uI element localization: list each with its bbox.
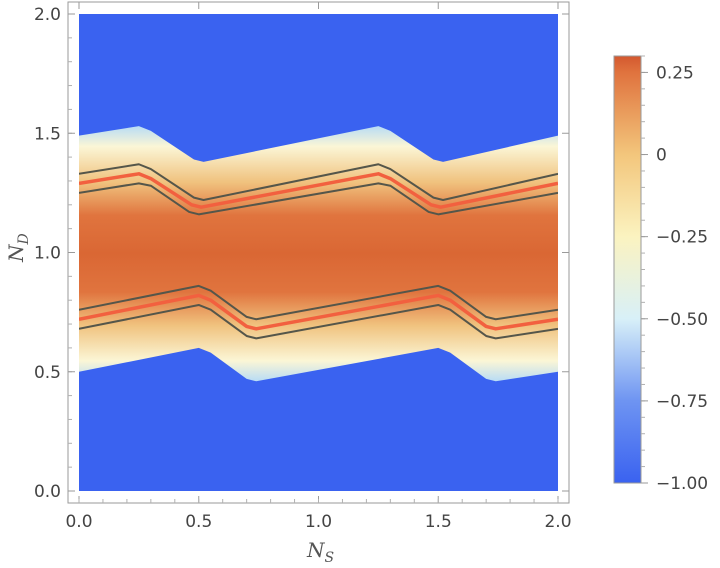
y-axis-label: ND [4,233,32,263]
heatmap-band [79,126,558,382]
y-tick-label-4: 2.0 [34,5,61,25]
colorbar-ramp [613,55,642,484]
contour-lower-center [79,293,558,331]
colorbar-tick-label-5: −1.00 [656,474,708,494]
y-tick-label-3: 1.5 [34,124,61,144]
y-tick-label-2: 1.0 [34,244,61,264]
colorbar-tick-label-4: −0.75 [656,392,708,412]
contour-upper-center [79,172,558,209]
contour-upper-outer-top [79,163,558,202]
x-axis-label-main: N [306,538,326,562]
axis-ticks: 0.0 0.5 1.0 1.5 2.0 0.0 0.5 1.0 1.5 2.0 [34,2,572,532]
colorbar-tick-label-1: 0 [656,146,667,166]
y-tick-label-0: 0.0 [34,482,61,502]
colorbar-ticks: 0.25 0 −0.25 −0.50 −0.75 −1.00 [641,55,708,494]
contour-upper-outer-bottom [79,182,558,216]
y-axis-label-main: N [4,243,28,263]
x-tick-label-4: 2.0 [544,512,571,532]
colorbar-tick-label-0: 0.25 [656,63,694,83]
x-tick-label-0: 0.0 [65,512,92,532]
x-tick-label-1: 0.5 [185,512,212,532]
colorbar-tick-label-2: −0.25 [656,228,708,248]
y-axis-label-sub: D [16,233,32,245]
contour-lower-outer-bottom [79,303,558,340]
x-axis-label: NS [306,538,334,566]
x-axis-label-sub: S [325,550,335,566]
contour-lines [79,163,558,340]
colorbar-tick-label-3: −0.50 [656,310,708,330]
heatmap-field [79,14,558,491]
contour-lower-outer-top [79,284,558,321]
x-tick-label-3: 1.5 [425,512,452,532]
y-tick-label-1: 0.5 [34,363,61,383]
colorbar: 0.25 0 −0.25 −0.50 −0.75 −1.00 [613,55,708,494]
x-tick-label-2: 1.0 [305,512,332,532]
